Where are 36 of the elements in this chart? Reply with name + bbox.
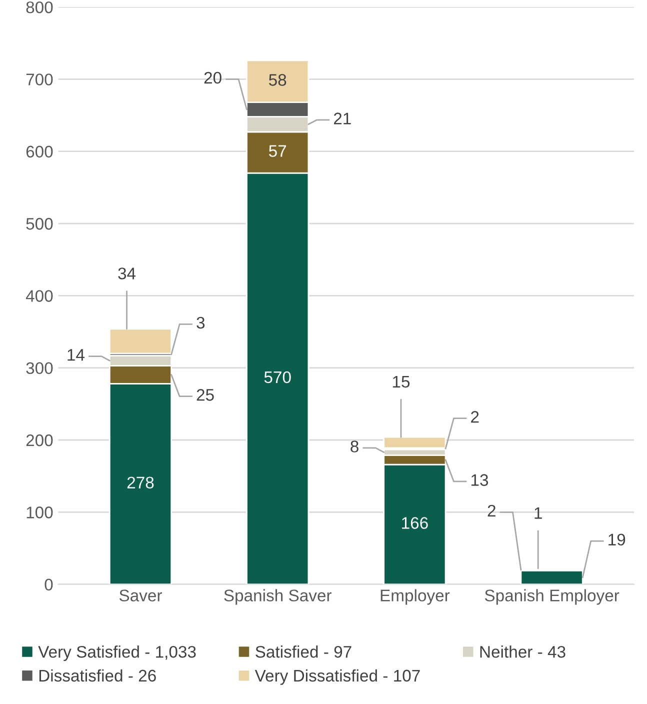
data-label: 25 (196, 389, 214, 401)
y-tick-label: 300 (26, 362, 53, 374)
legend-label: Satisfied - 97 (256, 646, 352, 658)
y-tick-label: 500 (26, 218, 53, 230)
data-label: 14 (68, 349, 84, 361)
x-tick-label: Employer (380, 589, 450, 605)
data-label: 13 (471, 474, 488, 486)
data-label: 8 (350, 440, 358, 452)
y-tick-label: 600 (26, 146, 53, 158)
y-tick-label: 100 (26, 506, 53, 518)
data-label: 34 (118, 268, 136, 280)
legend-label: Dissatisfied - 26 (39, 669, 156, 682)
data-label: 19 (608, 534, 626, 546)
data-label: 570 (264, 371, 291, 384)
x-tick-label: Spanish Saver (224, 589, 332, 605)
data-label: 166 (402, 517, 428, 529)
data-label: 3 (196, 316, 205, 329)
y-tick-label: 700 (26, 74, 53, 86)
legend-label: Very Satisfied - 1,033 (38, 646, 196, 662)
y-tick-label: 200 (26, 434, 53, 446)
x-tick-label: Saver (119, 590, 162, 602)
y-tick-label: 400 (26, 290, 53, 302)
y-tick-label: 800 (26, 1, 53, 14)
legend-label: Very Dissatisfied - 107 (254, 669, 420, 685)
x-tick-label: Spanish Employer (484, 589, 620, 605)
data-label: 15 (392, 376, 410, 388)
data-label: 2 (488, 504, 496, 516)
data-label: 20 (204, 72, 222, 84)
data-label: 278 (127, 476, 154, 488)
data-label: 1 (534, 507, 542, 519)
legend-label: Neither - 43 (480, 646, 566, 658)
data-label: 58 (268, 74, 286, 86)
y-tick-label: 0 (44, 578, 53, 591)
data-label: 2 (471, 411, 479, 423)
data-label: 21 (334, 112, 351, 124)
data-label: 57 (268, 145, 286, 157)
